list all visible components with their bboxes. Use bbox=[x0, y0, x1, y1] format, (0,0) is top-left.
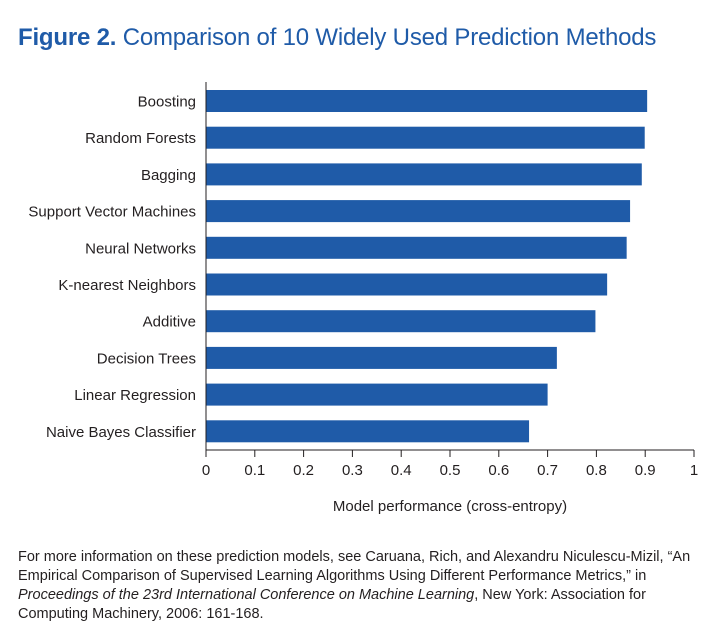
bar bbox=[206, 273, 608, 296]
x-tick-label: 0 bbox=[202, 462, 210, 479]
category-label: Naive Bayes Classifier bbox=[46, 424, 196, 441]
x-tick-label: 0.9 bbox=[635, 462, 656, 479]
bars-group bbox=[206, 90, 648, 443]
x-tick-label: 0.5 bbox=[440, 462, 461, 479]
x-tick-label: 0.7 bbox=[537, 462, 558, 479]
chart-title: Figure 2. Comparison of 10 Widely Used P… bbox=[18, 24, 656, 52]
x-tick-label: 1 bbox=[690, 462, 698, 479]
x-tick-label: 0.3 bbox=[342, 462, 363, 479]
x-ticks: 0 0.1 0.2 0.3 0.4 0.5 0.6 0.7 0.8 0.9 1 bbox=[202, 450, 698, 479]
category-label: Boosting bbox=[138, 94, 196, 111]
footnote: For more information on these prediction… bbox=[18, 548, 698, 624]
bar bbox=[206, 90, 648, 112]
figure-label: Figure 2. bbox=[18, 24, 117, 51]
footnote-text-2: , New York: Association for Computing Ma… bbox=[18, 587, 646, 622]
x-tick-label: 0.8 bbox=[586, 462, 607, 479]
bar bbox=[206, 236, 627, 259]
category-labels: Boosting Random Forests Bagging Support Vec… bbox=[28, 94, 196, 441]
x-tick-label: 0.6 bbox=[488, 462, 509, 479]
bar bbox=[206, 383, 548, 406]
bar bbox=[206, 163, 642, 186]
footnote-italic: Proceedings of the 23rd International Co… bbox=[18, 587, 475, 603]
category-label: Support Vector Machines bbox=[28, 204, 196, 221]
bar bbox=[206, 310, 596, 333]
x-tick-label: 0.4 bbox=[391, 462, 412, 479]
bar-chart: Boosting Random Forests Bagging Support Vec… bbox=[28, 82, 698, 515]
x-axis-label: Model performance (cross-entropy) bbox=[333, 498, 567, 515]
category-label: K-nearest Neighbors bbox=[58, 277, 196, 294]
bar bbox=[206, 420, 530, 443]
category-label: Bagging bbox=[141, 167, 196, 184]
figure-title: Comparison of 10 Widely Used Prediction … bbox=[122, 24, 657, 51]
bar bbox=[206, 200, 631, 223]
footnote-text-1: For more information on these prediction… bbox=[18, 549, 691, 584]
category-label: Linear Regression bbox=[74, 387, 196, 404]
category-label: Random Forests bbox=[85, 130, 196, 147]
category-label: Decision Trees bbox=[97, 350, 196, 367]
x-tick-label: 0.2 bbox=[293, 462, 314, 479]
category-label: Neural Networks bbox=[85, 240, 196, 257]
x-tick-label: 0.1 bbox=[244, 462, 265, 479]
category-label: Additive bbox=[143, 314, 196, 331]
bar bbox=[206, 126, 645, 149]
bar bbox=[206, 346, 557, 369]
